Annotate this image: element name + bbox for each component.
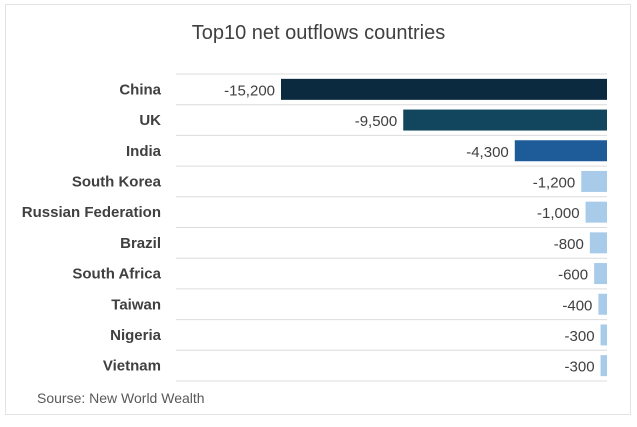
chart-frame <box>5 4 631 415</box>
bar-south-africa <box>594 263 607 285</box>
data-label: -400 <box>562 297 592 314</box>
data-label: -1,000 <box>537 205 580 222</box>
bar-nigeria <box>600 324 607 346</box>
data-label: -300 <box>565 359 595 376</box>
bar-uk <box>403 109 607 131</box>
chart-source: Sourse: New World Wealth <box>37 390 205 406</box>
category-label: UK <box>139 112 161 129</box>
bar-vietnam <box>600 355 607 377</box>
bar-taiwan <box>598 293 607 315</box>
category-label: Brazil <box>120 235 161 252</box>
data-label: -4,300 <box>466 144 509 161</box>
data-label: -600 <box>558 267 588 284</box>
category-label: South Korea <box>72 173 162 190</box>
data-label: -1,200 <box>533 174 576 191</box>
data-label: -300 <box>565 328 595 345</box>
category-label: India <box>126 143 162 160</box>
bar-russian-federation <box>585 201 607 223</box>
bar-brazil <box>589 232 607 254</box>
category-label: Russian Federation <box>22 204 161 221</box>
category-label: Nigeria <box>110 327 162 344</box>
data-label: -15,200 <box>224 82 275 99</box>
chart-title: Top10 net outflows countries <box>191 22 446 44</box>
category-label: South Africa <box>72 266 161 283</box>
bar-china <box>281 78 607 100</box>
category-label: China <box>119 81 161 98</box>
data-label: -9,500 <box>355 113 398 130</box>
bar-south-korea <box>581 170 607 192</box>
bar-india <box>514 140 607 162</box>
category-label: Vietnam <box>103 358 161 375</box>
data-label: -800 <box>554 236 584 253</box>
category-label: Taiwan <box>111 296 161 313</box>
